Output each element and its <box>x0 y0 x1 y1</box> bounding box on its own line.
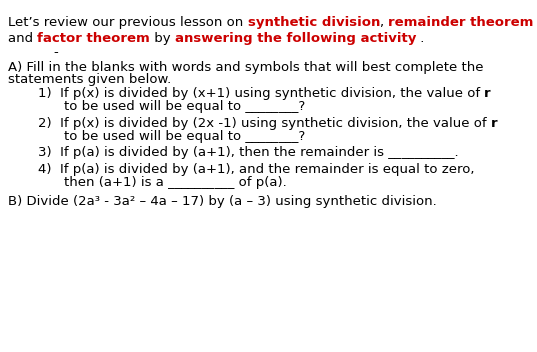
Text: to be used will be equal to ________?: to be used will be equal to ________? <box>64 100 306 113</box>
Text: statements given below.: statements given below. <box>8 73 171 86</box>
Text: r: r <box>484 87 491 100</box>
Text: r: r <box>490 117 497 130</box>
Text: 4)  If p(a) is divided by (a+1), and the remainder is equal to zero,: 4) If p(a) is divided by (a+1), and the … <box>38 163 474 176</box>
Text: answering the following activity: answering the following activity <box>175 32 416 45</box>
Text: to be used will be equal to ________?: to be used will be equal to ________? <box>64 130 306 143</box>
Text: B) Divide (2a³ - 3a² – 4a – 17) by (a – 3) using synthetic division.: B) Divide (2a³ - 3a² – 4a – 17) by (a – … <box>8 195 437 208</box>
Text: Let’s review our previous lesson on: Let’s review our previous lesson on <box>8 16 248 29</box>
Text: 2)  If p(x) is divided by (2x -1) using synthetic division, the value of: 2) If p(x) is divided by (2x -1) using s… <box>38 117 490 130</box>
Text: 3)  If p(a) is divided by (a+1), then the remainder is __________.: 3) If p(a) is divided by (a+1), then the… <box>38 146 458 159</box>
Text: 1)  If p(x) is divided by (x+1) using synthetic division, the value of: 1) If p(x) is divided by (x+1) using syn… <box>38 87 484 100</box>
Text: -: - <box>54 46 59 59</box>
Text: factor theorem: factor theorem <box>38 32 150 45</box>
Text: remainder theorem: remainder theorem <box>388 16 534 29</box>
Text: by: by <box>150 32 175 45</box>
Text: ,: , <box>380 16 388 29</box>
Text: and: and <box>8 32 38 45</box>
Text: A) Fill in the blanks with words and symbols that will best complete the: A) Fill in the blanks with words and sym… <box>8 61 483 74</box>
Text: synthetic division: synthetic division <box>248 16 380 29</box>
Text: then (a+1) is a __________ of p(a).: then (a+1) is a __________ of p(a). <box>64 176 287 189</box>
Text: .: . <box>416 32 425 45</box>
